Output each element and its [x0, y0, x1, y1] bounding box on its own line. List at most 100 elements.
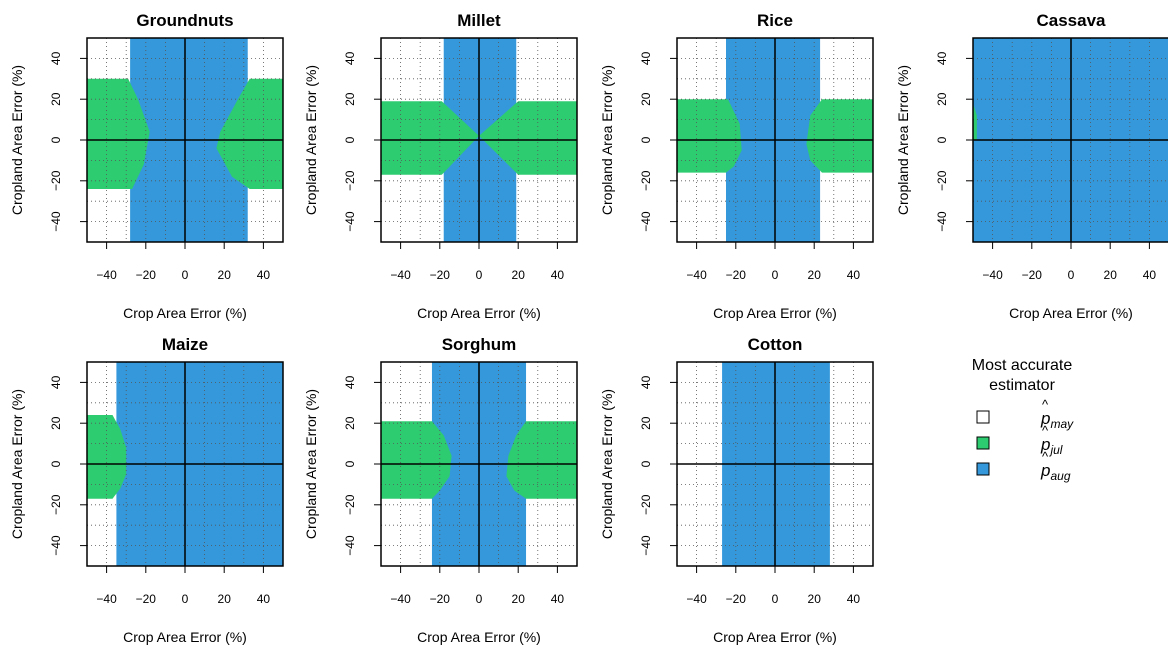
- x-tick-label: −20: [1022, 268, 1043, 282]
- x-tick-label: 40: [551, 268, 565, 282]
- axis-ticks: −40 −40 −20 −20 0 0 20 20 40 40: [49, 375, 270, 606]
- y-axis-label: Cropland Area Error (%): [9, 65, 25, 215]
- y-tick-label: −40: [639, 535, 653, 556]
- legend-swatch: [976, 410, 990, 424]
- y-tick-label: 40: [639, 375, 653, 389]
- y-tick-label: 0: [639, 136, 653, 143]
- y-tick-label: 20: [935, 92, 949, 106]
- y-tick-label: 0: [343, 460, 357, 467]
- x-tick-label: 0: [772, 268, 779, 282]
- panel-title: Millet: [457, 11, 501, 30]
- x-tick-label: 20: [808, 592, 822, 606]
- y-tick-label: 20: [49, 92, 63, 106]
- panel-title: Groundnuts: [136, 11, 233, 30]
- region-jul: [87, 415, 127, 499]
- axis-ticks: −40 −40 −20 −20 0 0 20 20 40 40: [935, 51, 1156, 282]
- axis-ticks: −40 −40 −20 −20 0 0 20 20 40 40: [343, 51, 564, 282]
- x-tick-label: −20: [726, 268, 747, 282]
- panel-title: Cassava: [1036, 11, 1106, 30]
- y-tick-label: 20: [49, 416, 63, 430]
- panel-sorghum: Sorghum −40 −40 −20 −20 0 0 20 20 40 40 Crop Area E…: [303, 335, 578, 645]
- x-tick-label: 20: [512, 268, 526, 282]
- panel-millet: Millet −40 −40 −20 −20 0 0 20 20 40 40 Crop Area Er…: [303, 11, 578, 321]
- y-tick-label: −20: [343, 494, 357, 515]
- x-axis-label: Crop Area Error (%): [713, 305, 837, 321]
- y-tick-label: −20: [49, 494, 63, 515]
- x-tick-label: −40: [390, 592, 411, 606]
- y-tick-label: 40: [49, 51, 63, 65]
- hat-icon: ^: [1042, 423, 1049, 438]
- axis-ticks: −40 −40 −20 −20 0 0 20 20 40 40: [639, 51, 860, 282]
- legend-title-line1: Most accurate: [972, 357, 1073, 374]
- legend-item-may: pmay^: [976, 397, 1074, 431]
- y-tick-label: 0: [639, 460, 653, 467]
- y-tick-label: 20: [343, 92, 357, 106]
- x-tick-label: 40: [1143, 268, 1157, 282]
- x-tick-label: 20: [808, 268, 822, 282]
- x-axis-label: Crop Area Error (%): [417, 305, 541, 321]
- region-jul: [677, 99, 742, 173]
- y-tick-label: 0: [343, 136, 357, 143]
- hat-icon: ^: [1042, 449, 1049, 464]
- panel-title: Maize: [162, 335, 208, 354]
- x-tick-label: −20: [430, 268, 451, 282]
- region-jul: [973, 103, 977, 140]
- y-tick-label: 0: [49, 460, 63, 467]
- x-tick-label: 20: [512, 592, 526, 606]
- x-tick-label: −20: [136, 268, 157, 282]
- region-jul: [216, 78, 283, 189]
- y-tick-label: 20: [343, 416, 357, 430]
- x-tick-label: −20: [726, 592, 747, 606]
- y-tick-label: 20: [639, 416, 653, 430]
- x-tick-label: 40: [847, 268, 861, 282]
- y-tick-label: 0: [935, 136, 949, 143]
- y-tick-label: −40: [49, 211, 63, 232]
- y-axis-label: Cropland Area Error (%): [599, 65, 615, 215]
- x-tick-label: 0: [1068, 268, 1075, 282]
- panel-maize: Maize −40 −40 −20 −20 0 0 20 20 40 40 Crop Area Err…: [9, 335, 284, 645]
- x-tick-label: −40: [686, 268, 707, 282]
- y-tick-label: 40: [935, 51, 949, 65]
- region-jul: [806, 99, 873, 173]
- y-tick-label: 40: [343, 51, 357, 65]
- y-tick-label: −20: [935, 170, 949, 191]
- x-tick-label: 0: [182, 592, 189, 606]
- axis-ticks: −40 −40 −20 −20 0 0 20 20 40 40: [343, 375, 564, 606]
- y-tick-label: −20: [639, 170, 653, 191]
- legend-swatch: [976, 436, 990, 450]
- axis-ticks: −40 −40 −20 −20 0 0 20 20 40 40: [639, 375, 860, 606]
- y-tick-label: −40: [343, 535, 357, 556]
- legend-label: paug: [1040, 461, 1071, 483]
- y-tick-label: −40: [639, 211, 653, 232]
- region-jul: [87, 78, 150, 189]
- x-tick-label: 20: [1104, 268, 1118, 282]
- x-tick-label: 0: [182, 268, 189, 282]
- x-tick-label: 40: [551, 592, 565, 606]
- x-tick-label: −20: [136, 592, 157, 606]
- x-tick-label: −20: [430, 592, 451, 606]
- y-axis-label: Cropland Area Error (%): [9, 389, 25, 539]
- x-tick-label: −40: [982, 268, 1003, 282]
- y-tick-label: 40: [639, 51, 653, 65]
- y-axis-label: Cropland Area Error (%): [303, 389, 319, 539]
- y-axis-label: Cropland Area Error (%): [599, 389, 615, 539]
- panel-rice: Rice −40 −40 −20 −20 0 0 20 20 40 40 Crop Area Erro…: [599, 11, 874, 321]
- y-tick-label: −40: [343, 211, 357, 232]
- panel-cotton: Cotton −40 −40 −20 −20 0 0 20 20 40 40 Crop Area Er…: [599, 335, 874, 645]
- x-axis-label: Crop Area Error (%): [713, 629, 837, 645]
- panel-title: Cotton: [748, 335, 803, 354]
- y-tick-label: −40: [935, 211, 949, 232]
- panels: Groundnuts −40 −40 −20 −20 0 0 20 20 40 40 Crop Are…: [9, 11, 1168, 645]
- x-axis-label: Crop Area Error (%): [123, 305, 247, 321]
- y-tick-label: 40: [343, 375, 357, 389]
- x-axis-label: Crop Area Error (%): [123, 629, 247, 645]
- region-jul: [381, 421, 452, 499]
- legend-label: pjul: [1040, 435, 1063, 457]
- legend: Most accurate estimator pmay^pjul^paug^: [972, 357, 1074, 483]
- x-tick-label: 40: [257, 592, 271, 606]
- x-tick-label: 40: [847, 592, 861, 606]
- legend-label: pmay: [1040, 409, 1074, 431]
- legend-item-aug: paug^: [976, 449, 1071, 483]
- y-tick-label: 20: [639, 92, 653, 106]
